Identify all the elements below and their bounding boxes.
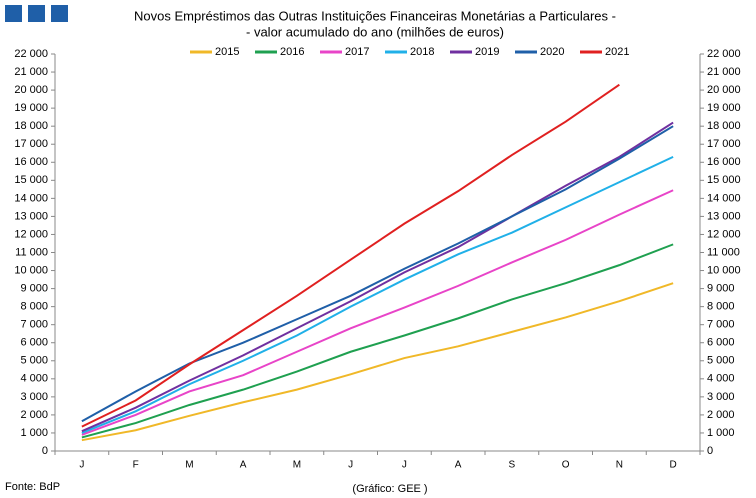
y2-tick-label: 22 000	[707, 48, 741, 60]
y-tick-label: 1 000	[20, 427, 48, 439]
y2-tick-label: 0	[707, 445, 713, 457]
x-tick-label: J	[79, 460, 84, 471]
legend-label: 2020	[540, 46, 564, 58]
y-tick-label: 9 000	[20, 282, 48, 294]
y-tick-label: 8 000	[20, 301, 48, 313]
series-line	[81, 189, 674, 436]
y-tick-label: 22 000	[14, 48, 48, 60]
logo-square	[51, 5, 68, 22]
y2-tick-label: 21 000	[707, 66, 741, 78]
y-tick-label: 5 000	[20, 355, 48, 367]
logo-square	[28, 5, 45, 22]
y2-tick-label: 2 000	[707, 409, 735, 421]
y2-tick-label: 11 000	[707, 246, 740, 258]
y2-tick-label: 8 000	[707, 301, 735, 313]
y2-tick-label: 15 000	[707, 174, 741, 186]
y2-tick-label: 4 000	[707, 373, 735, 385]
logo-square	[5, 5, 22, 22]
y-tick-label: 7 000	[20, 319, 48, 331]
series-line	[81, 121, 674, 433]
y2-tick-label: 12 000	[707, 228, 741, 240]
y-tick-label: 17 000	[14, 138, 48, 150]
series-line	[81, 282, 674, 442]
y2-tick-label: 9 000	[707, 282, 735, 294]
y-tick-label: 11 000	[15, 246, 48, 258]
y-tick-label: 0	[42, 445, 48, 457]
x-tick-label: M	[185, 460, 193, 471]
legend-label: 2018	[410, 46, 434, 58]
y-tick-label: 4 000	[20, 373, 48, 385]
legend-label: 2019	[475, 46, 499, 58]
x-tick-label: J	[348, 460, 353, 471]
y-tick-label: 6 000	[20, 337, 48, 349]
y-tick-label: 3 000	[20, 391, 48, 403]
legend-label: 2017	[345, 46, 369, 58]
series-line	[81, 155, 674, 434]
y2-tick-label: 7 000	[707, 319, 735, 331]
y2-tick-label: 3 000	[707, 391, 735, 403]
y2-tick-label: 6 000	[707, 337, 735, 349]
x-tick-label: J	[402, 460, 407, 471]
y-tick-label: 15 000	[14, 174, 48, 186]
y-tick-label: 2 000	[20, 409, 48, 421]
x-tick-label: S	[509, 460, 516, 471]
x-tick-label: A	[455, 460, 462, 471]
y2-tick-label: 18 000	[707, 120, 741, 132]
legend-label: 2015	[215, 46, 239, 58]
chart-subtitle: - valor acumulado do ano (milhões de eur…	[246, 24, 504, 39]
y-tick-label: 18 000	[14, 120, 48, 132]
y2-tick-label: 16 000	[707, 156, 741, 168]
source: Fonte: BdP	[5, 481, 60, 493]
x-tick-label: M	[293, 460, 301, 471]
legend-label: 2021	[605, 46, 629, 58]
y-tick-label: 16 000	[14, 156, 48, 168]
x-tick-label: N	[616, 460, 623, 471]
y2-tick-label: 10 000	[707, 264, 741, 276]
x-tick-label: A	[240, 460, 247, 471]
y-tick-label: 10 000	[14, 264, 48, 276]
x-tick-label: O	[562, 460, 570, 471]
series-line	[81, 125, 674, 423]
legend-label: 2016	[280, 46, 304, 58]
x-tick-label: F	[133, 460, 139, 471]
series-line	[81, 243, 674, 439]
y2-tick-label: 17 000	[707, 138, 741, 150]
y2-tick-label: 5 000	[707, 355, 735, 367]
y-tick-label: 14 000	[14, 192, 48, 204]
y2-tick-label: 1 000	[707, 427, 735, 439]
y2-tick-label: 20 000	[707, 84, 741, 96]
y-tick-label: 21 000	[14, 66, 48, 78]
y-tick-label: 13 000	[14, 210, 48, 222]
x-tick-label: D	[670, 460, 677, 471]
chart-title: Novos Empréstimos das Outras Instituiçõe…	[134, 8, 616, 23]
y-tick-label: 12 000	[14, 228, 48, 240]
credit: (Gráfico: GEE )	[352, 483, 427, 495]
y2-tick-label: 19 000	[707, 102, 741, 114]
series-line	[81, 83, 620, 428]
y2-tick-label: 14 000	[707, 192, 741, 204]
y2-tick-label: 13 000	[707, 210, 741, 222]
y-tick-label: 19 000	[14, 102, 48, 114]
y-tick-label: 20 000	[14, 84, 48, 96]
